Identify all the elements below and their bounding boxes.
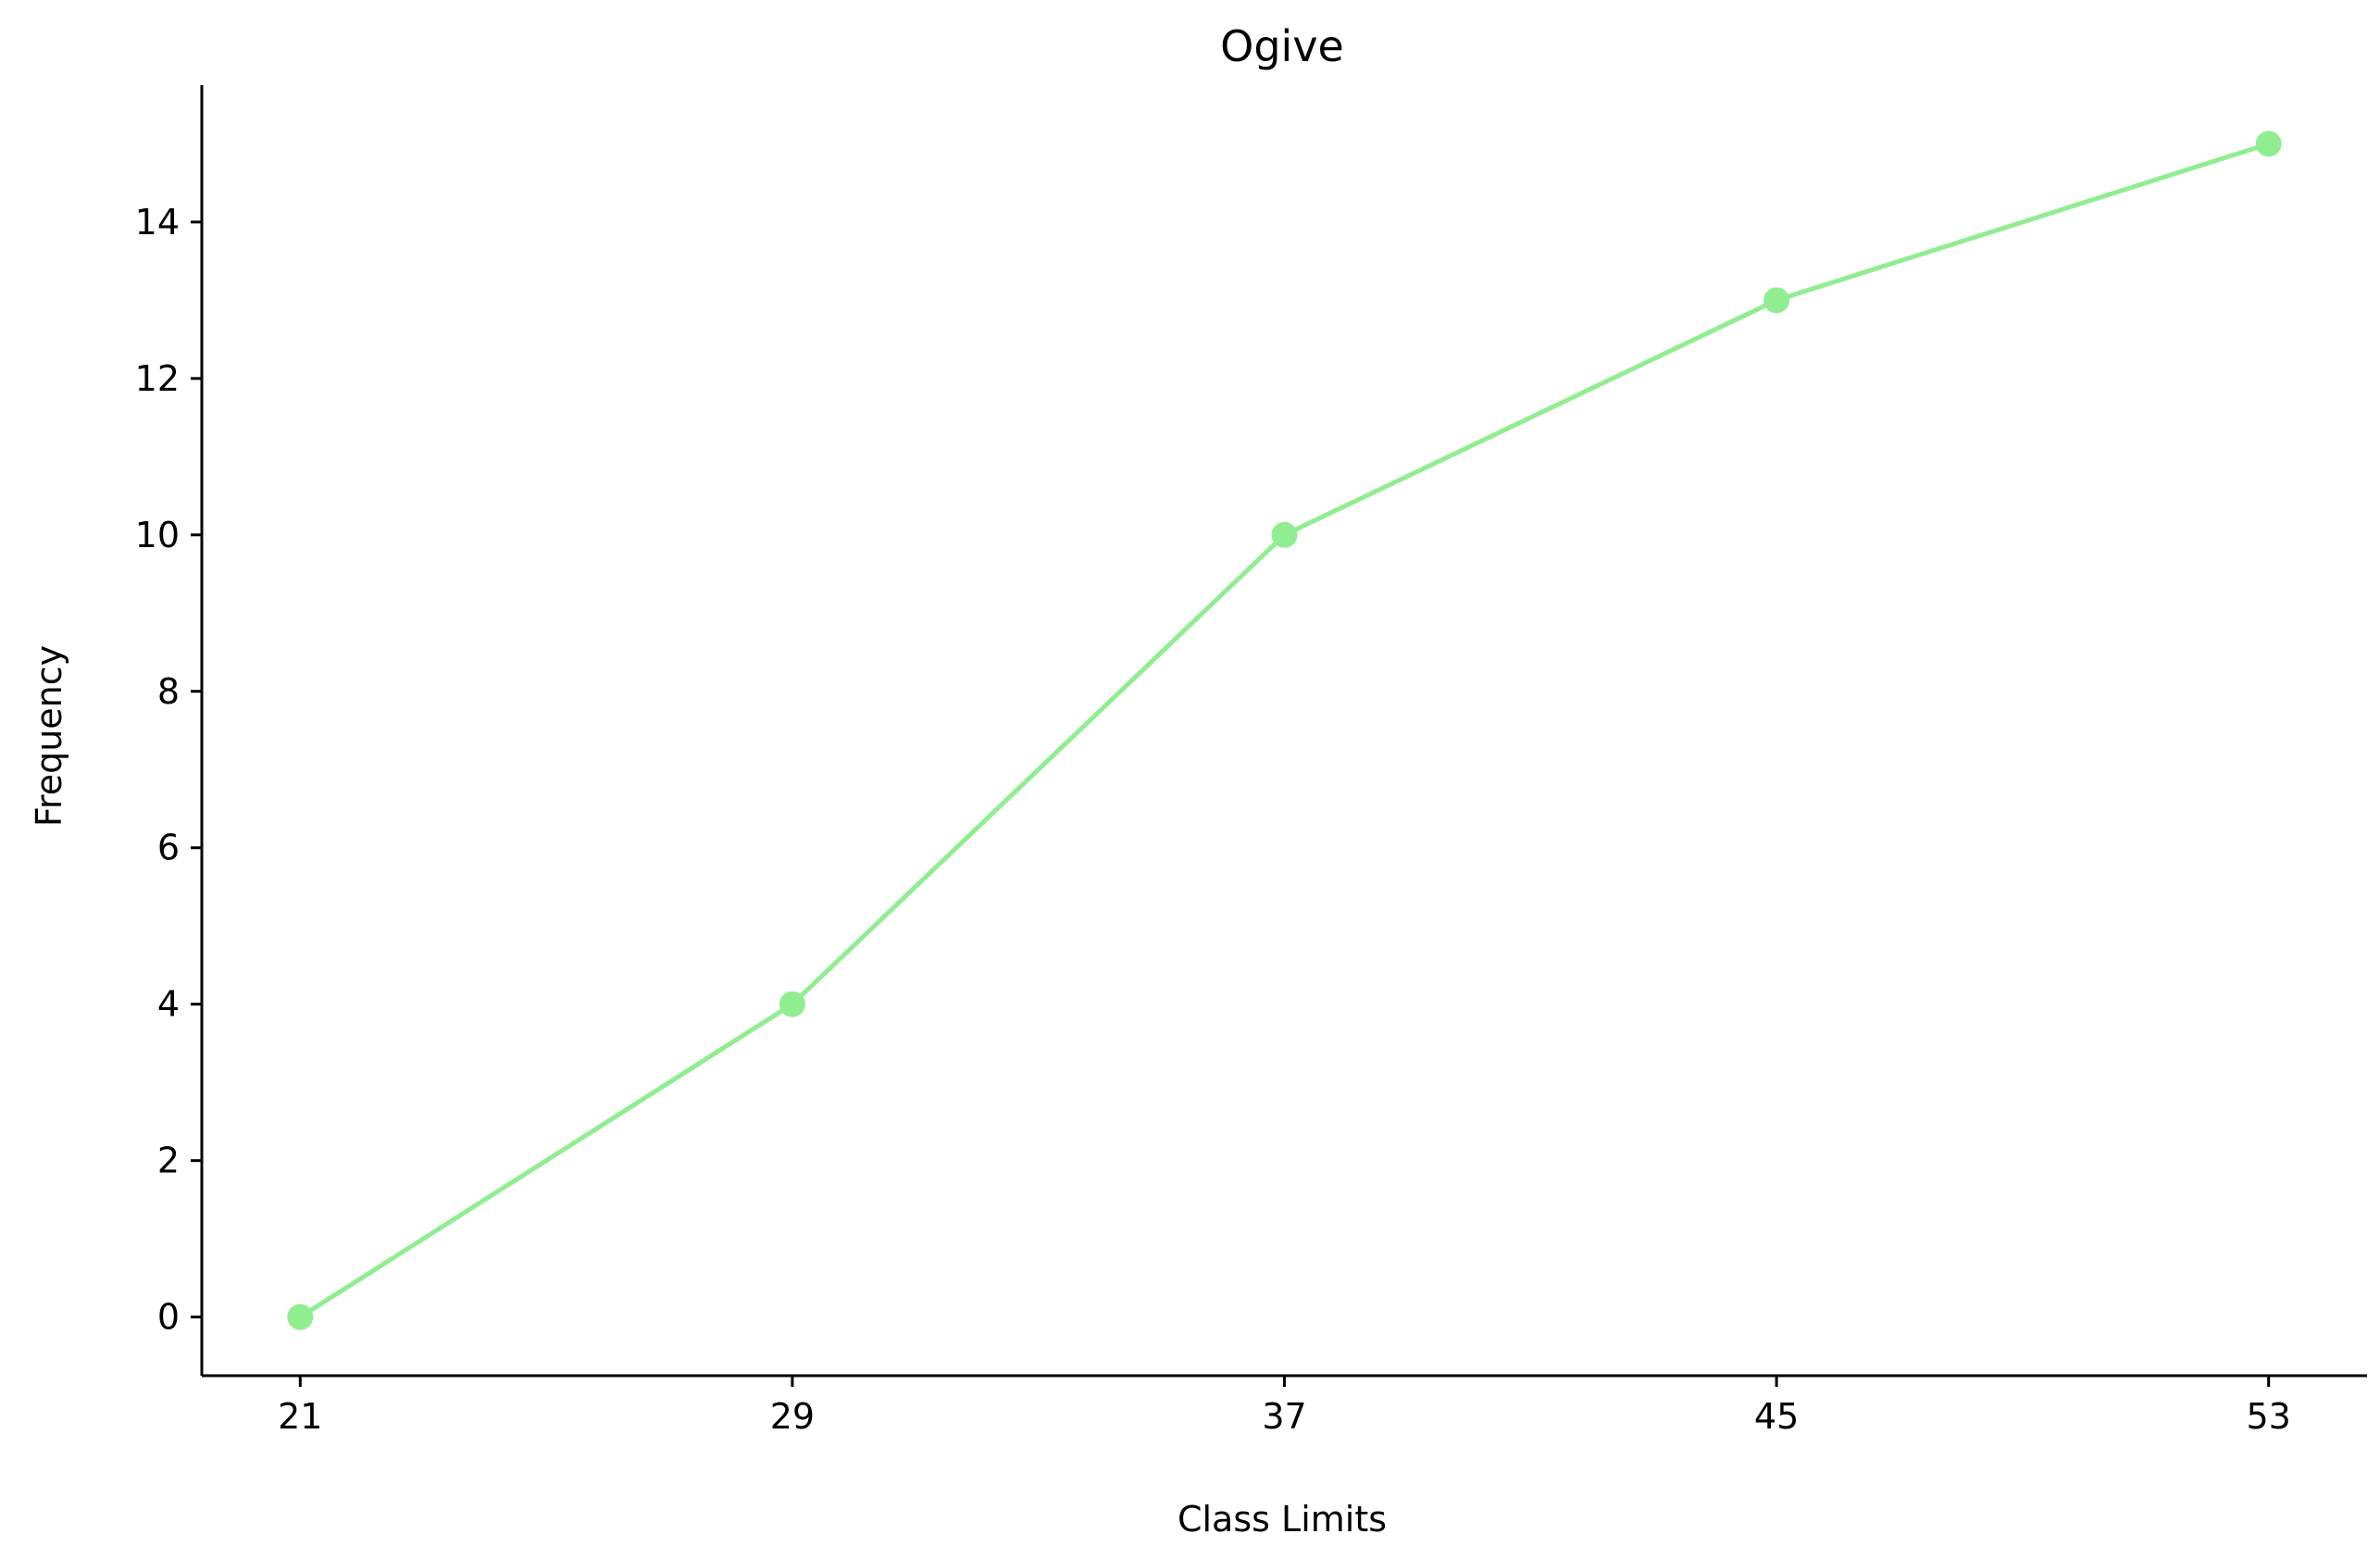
data-point bbox=[2255, 131, 2282, 157]
x-axis-ticks: 21 29 37 45 53 bbox=[278, 1376, 2291, 1437]
y-tick-label: 8 bbox=[157, 671, 180, 712]
y-tick-label: 12 bbox=[135, 358, 180, 399]
y-tick-label: 10 bbox=[135, 515, 180, 555]
y-tick-label: 4 bbox=[157, 984, 180, 1025]
x-tick-label: 29 bbox=[770, 1396, 815, 1437]
x-tick-label: 37 bbox=[1262, 1396, 1306, 1437]
data-point bbox=[1763, 287, 1790, 314]
y-tick-label: 2 bbox=[157, 1141, 180, 1181]
data-point bbox=[287, 1303, 314, 1330]
x-tick-label: 53 bbox=[2247, 1396, 2291, 1437]
x-tick-label: 21 bbox=[278, 1396, 322, 1437]
y-tick-label: 14 bbox=[135, 202, 180, 243]
y-axis-label: Frequency bbox=[29, 645, 69, 827]
chart-title: Ogive bbox=[1220, 21, 1344, 71]
x-axis-label: Class Limits bbox=[1178, 1499, 1387, 1540]
plot-area: 0 2 4 6 8 10 12 14 21 29 37 45 53 bbox=[135, 85, 2367, 1437]
y-tick-label: 6 bbox=[157, 828, 180, 868]
series-layer bbox=[287, 131, 2282, 1330]
data-point bbox=[779, 991, 805, 1017]
y-tick-label: 0 bbox=[157, 1297, 180, 1338]
data-point bbox=[1271, 521, 1298, 548]
x-tick-label: 45 bbox=[1754, 1396, 1799, 1437]
y-axis-ticks: 0 2 4 6 8 10 12 14 bbox=[135, 202, 202, 1338]
series-line bbox=[297, 141, 2272, 1320]
